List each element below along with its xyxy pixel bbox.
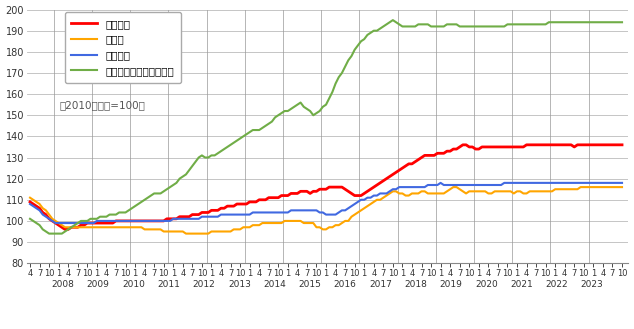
- Legend: 住宅総合, 住宅地, 戸建住宅, マンション（区分所有）: 住宅総合, 住宅地, 戸建住宅, マンション（区分所有）: [65, 12, 181, 83]
- Text: （2010年平均=100）: （2010年平均=100）: [60, 100, 146, 111]
